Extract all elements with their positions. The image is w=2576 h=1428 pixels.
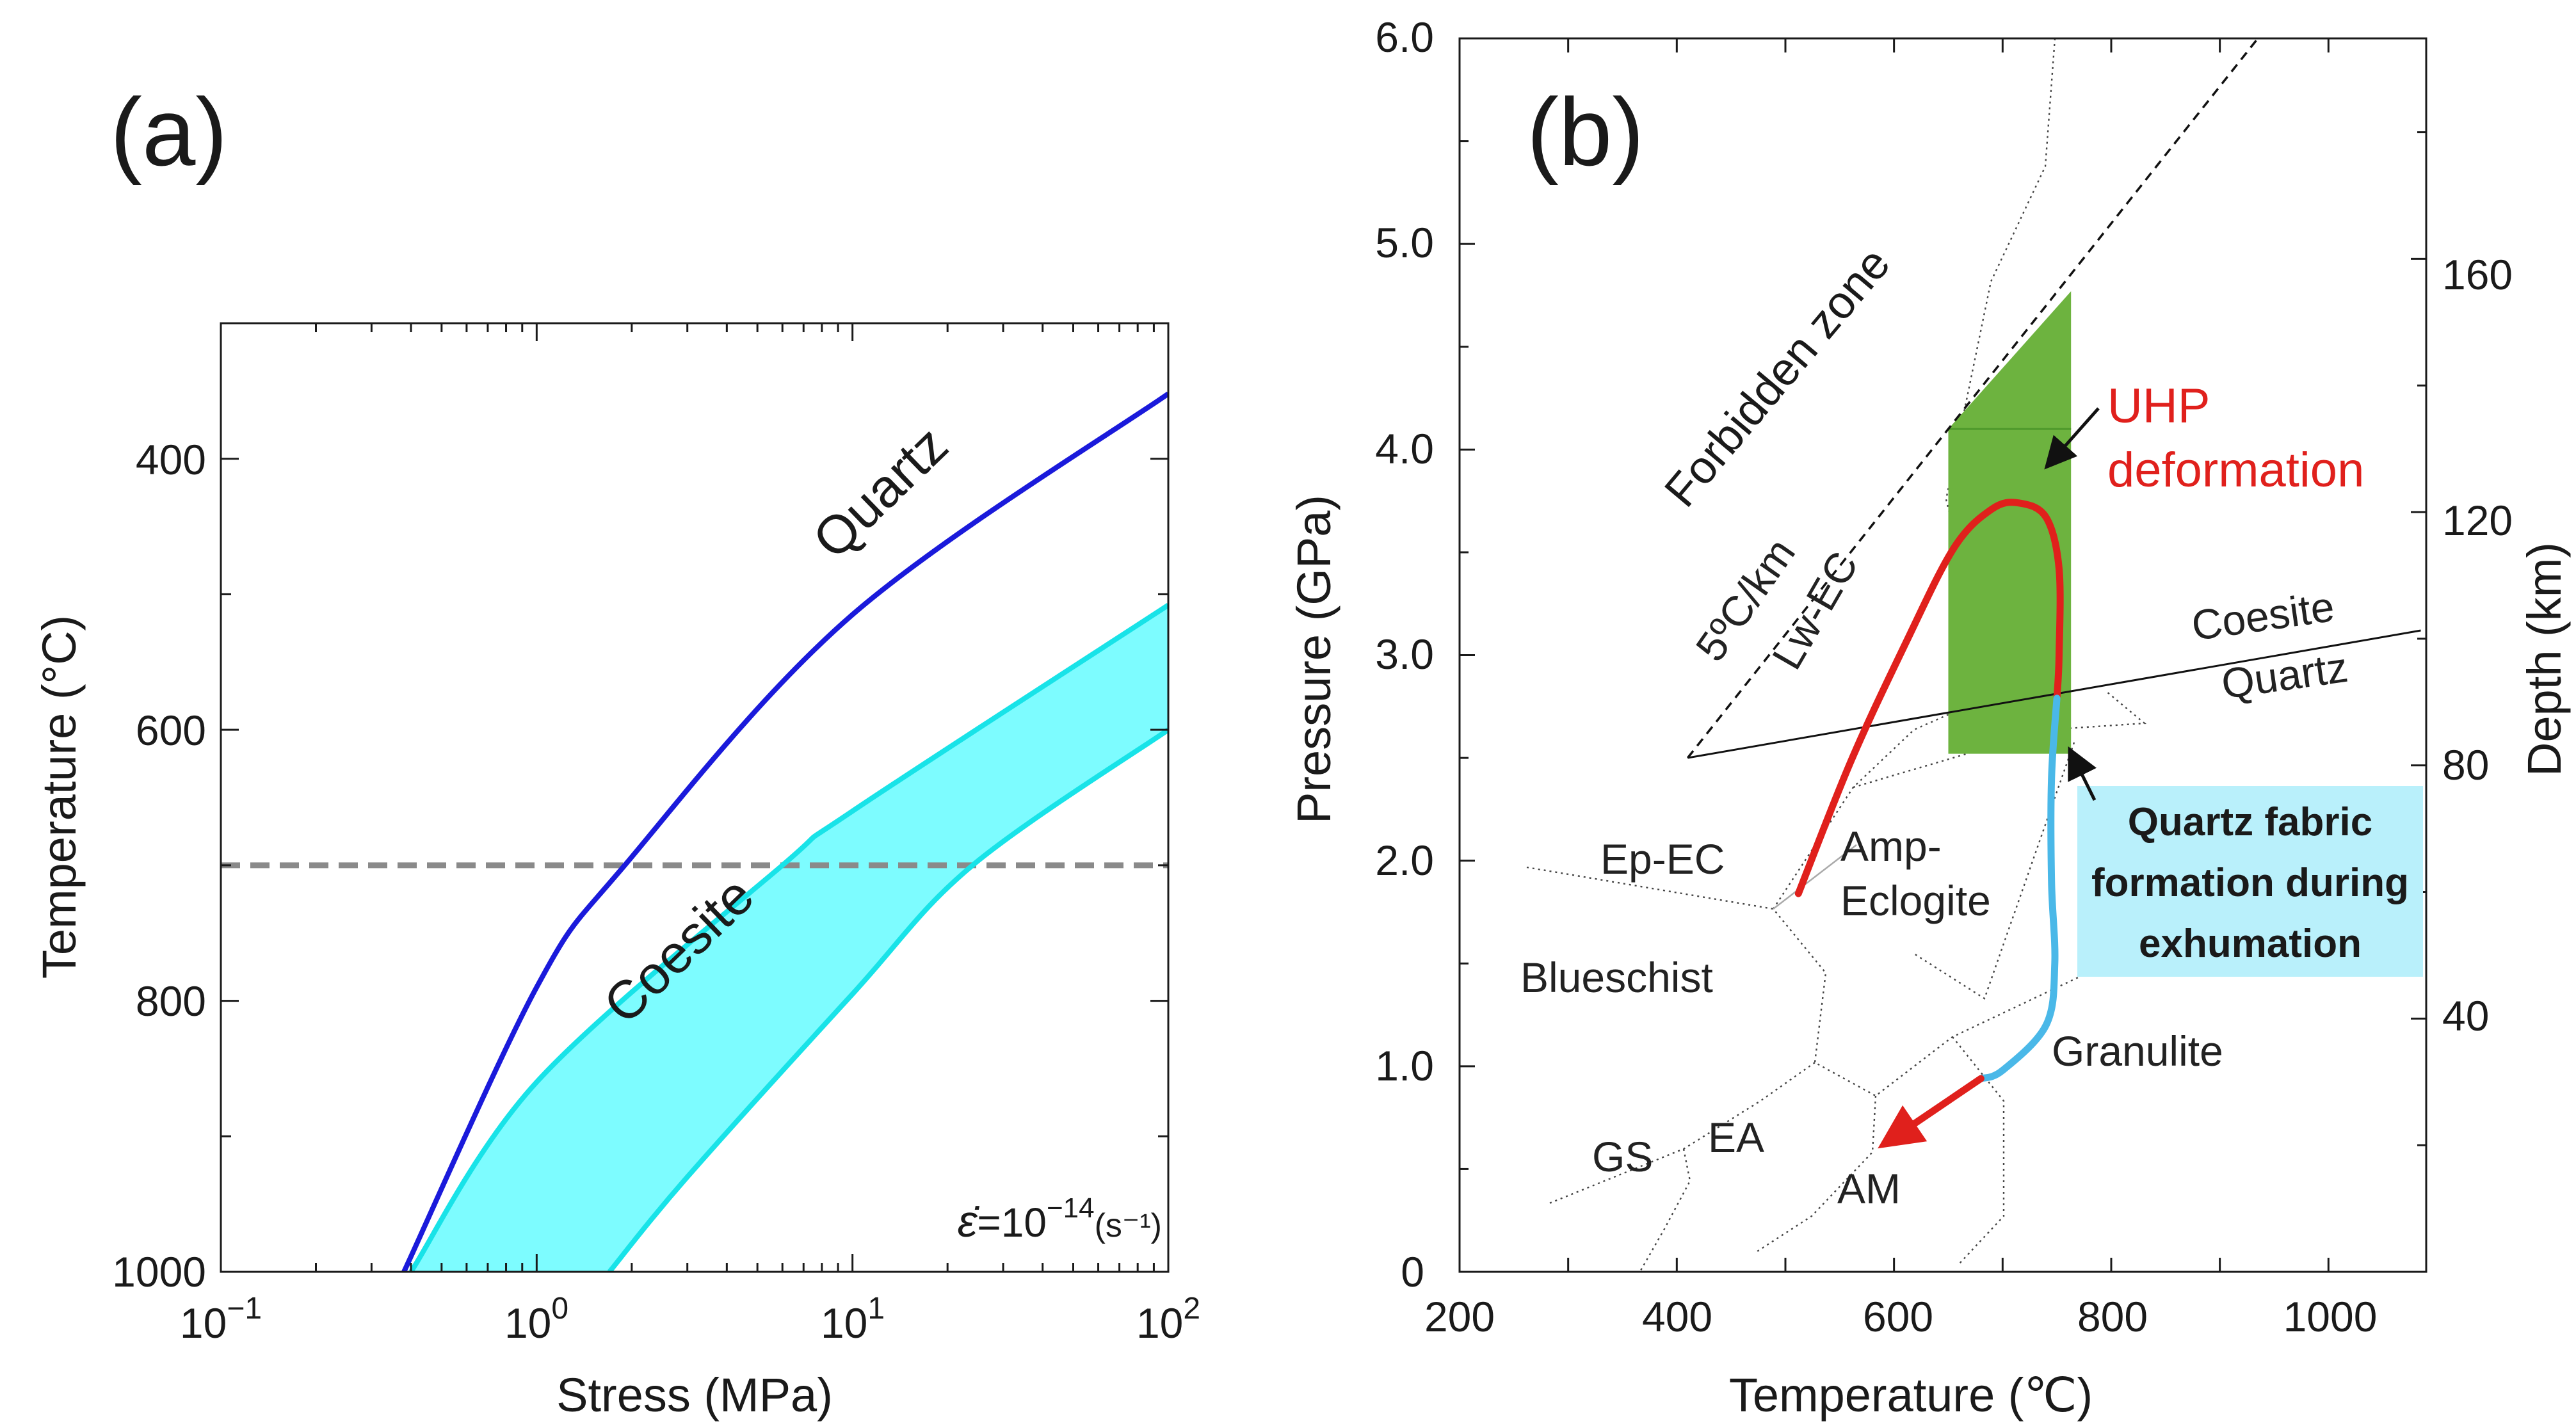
facies-boundary	[1549, 1062, 1815, 1205]
retrograde-arrowhead	[1878, 1105, 1928, 1149]
y-axis-label-a: Temperature (°C)	[33, 615, 86, 979]
y-tick-label: 600	[136, 707, 206, 754]
y-tick-label: 1000	[112, 1248, 206, 1296]
quartz-curve	[401, 391, 1168, 1272]
facies-label-ea: EA	[1708, 1114, 1764, 1161]
y-tick-label: 2.0	[1375, 837, 1434, 884]
facies-label-ep-ec: Ep-EC	[1600, 835, 1725, 883]
x-axis-label-a: Stress (MPa)	[556, 1368, 833, 1422]
ep-ec-leader	[1773, 844, 1857, 910]
retrograde-path	[1911, 1075, 1984, 1127]
axis-ticks-b	[1458, 37, 2426, 1273]
uhp-pt-path	[1794, 499, 2064, 897]
quartz-fabric-line2: formation during	[2091, 861, 2409, 905]
uhp-label-line1: UHP	[2107, 379, 2210, 433]
x-tick-label: 600	[1863, 1293, 1933, 1340]
x-tick-label: 101	[821, 1292, 885, 1347]
plot-frame-a	[220, 322, 1170, 1273]
quartz-label: Quartz	[801, 415, 960, 570]
quartz-fabric-line3: exhumation	[2139, 922, 2362, 966]
depth-tick-label: 80	[2442, 741, 2489, 789]
facies-label-eclogite: Eclogite	[1840, 877, 1991, 924]
quartz-fabric-pointer-arrow	[2068, 746, 2097, 801]
axis-ticks-a	[220, 322, 1170, 1273]
forbidden-zone-label: Forbidden zone	[1655, 238, 1900, 517]
facies-label-am: AM	[1837, 1165, 1901, 1212]
facies-boundary	[1913, 742, 2075, 1000]
depth-axis-label: Depth (km)	[2518, 542, 2571, 776]
y-axis-label-b: Pressure (GPa)	[1287, 495, 1340, 824]
y-tick-label: 1.0	[1375, 1042, 1434, 1089]
facies-label-blueschist: Blueschist	[1520, 954, 1713, 1001]
quartz-fabric-box	[2077, 786, 2423, 977]
y-tick-label: 800	[136, 977, 206, 1025]
depth-tick-labels: 40 80 120 160	[2442, 251, 2513, 1039]
coesite-upper-curve	[408, 603, 1168, 1272]
x-tick-label: 400	[1642, 1293, 1712, 1340]
x-tick-label: 10−1	[180, 1292, 262, 1347]
x-tick-label: 102	[1136, 1292, 1200, 1347]
x-tick-label: 800	[2077, 1293, 2148, 1340]
x-tick-label: 1000	[2283, 1293, 2378, 1340]
x-axis-label-b: Temperature (℃)	[1729, 1368, 2093, 1422]
panel-a: (a) 10−1 100 101 102 400 600 800 1000 St…	[33, 78, 1200, 1422]
coesite-lower-curve	[607, 727, 1168, 1272]
y-tick-label: 5.0	[1375, 219, 1434, 266]
strain-rate-label: ε̇=10−14(s⁻¹)	[958, 1192, 1162, 1246]
panel-label-b: (b)	[1527, 78, 1644, 186]
coesite-band	[411, 605, 1168, 1272]
y-tick-label: 4.0	[1375, 425, 1434, 472]
uhp-pointer-arrow	[2044, 407, 2100, 470]
x-tick-label: 200	[1424, 1293, 1495, 1340]
y-tick-label: 6.0	[1375, 13, 1434, 61]
facies-boundary	[1952, 1036, 2005, 1265]
y-tick-labels-a: 400 600 800 1000	[112, 436, 206, 1296]
y-tick-label: 400	[136, 436, 206, 483]
depth-tick-label: 40	[2442, 992, 2489, 1039]
facies-label-amp: Amp-	[1840, 822, 1942, 870]
y-tick-labels-b: 0 1.0 2.0 3.0 4.0 5.0 6.0	[1375, 13, 1434, 1296]
uhp-label-line2: deformation	[2107, 443, 2364, 497]
depth-tick-label: 160	[2442, 251, 2513, 298]
quartz-fabric-line1: Quartz fabric	[2128, 800, 2372, 844]
y-tick-label: 0	[1401, 1248, 1424, 1296]
panel-label-a: (a)	[110, 78, 227, 186]
exhumation-pt-path	[1977, 694, 2061, 1082]
x-tick-labels-a: 10−1 100 101 102	[180, 1292, 1200, 1347]
x-tick-label: 100	[504, 1292, 568, 1347]
facies-label-granulite: Granulite	[2052, 1027, 2223, 1075]
quartz-field-label: Quartz	[2219, 643, 2351, 708]
coesite-field-label: Coesite	[2189, 582, 2337, 649]
x-tick-labels-b: 200 400 600 800 1000	[1424, 1293, 2377, 1340]
y-tick-label: 3.0	[1375, 630, 1434, 678]
depth-tick-label: 120	[2442, 497, 2513, 544]
facies-label-gs: GS	[1592, 1133, 1653, 1180]
panel-b: (b)	[1287, 13, 2571, 1422]
uhp-field-box	[1948, 291, 2072, 754]
